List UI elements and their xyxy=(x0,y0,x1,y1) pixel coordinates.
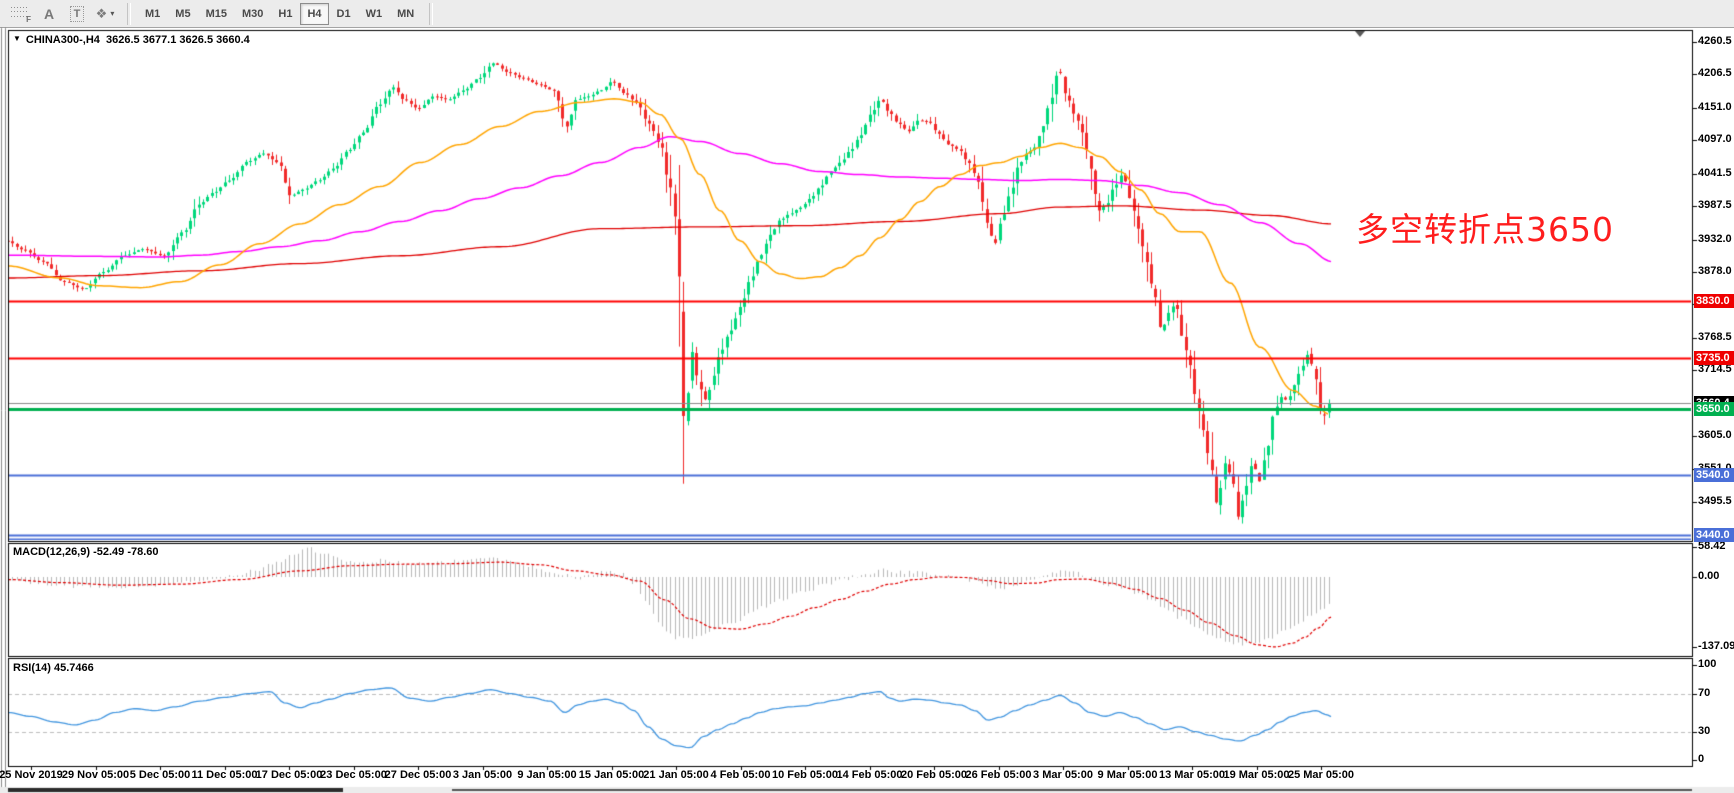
rsi-tick-label: 70 xyxy=(1698,687,1711,699)
price-level-badge: 3650.0 xyxy=(1694,402,1734,416)
time-axis-label: 3 Jan 05:00 xyxy=(452,769,513,781)
time-axis-label: 9 Jan 05:00 xyxy=(517,769,577,781)
symbol-name: CHINA300-,H4 xyxy=(25,34,100,46)
time-axis-label: 25 Nov 2019 xyxy=(0,769,63,781)
price-tick-label: 4206.5 xyxy=(1698,67,1732,79)
time-axis-label: 14 Feb 05:00 xyxy=(836,769,903,781)
time-axis-label: 11 Dec 05:00 xyxy=(191,769,258,781)
macd-tick-label: 58.42 xyxy=(1698,540,1726,552)
price-level-badge: 3735.0 xyxy=(1694,351,1734,365)
macd-indicator-label: MACD(12,26,9) -52.49 -78.60 xyxy=(13,546,159,558)
price-tick-label: 4151.0 xyxy=(1698,101,1732,113)
price-level-badge: 3540.0 xyxy=(1694,468,1734,482)
price-level-badge: 3440.0 xyxy=(1694,528,1734,542)
price-tick-label: 3605.0 xyxy=(1698,429,1732,441)
price-tick-label: 3987.5 xyxy=(1698,199,1732,211)
price-tick-label: 3768.5 xyxy=(1698,331,1732,343)
time-axis-label: 20 Feb 05:00 xyxy=(900,769,968,781)
time-axis-label: 17 Dec 05:00 xyxy=(255,769,323,781)
chart-text-annotation[interactable]: 多空转折点3650 xyxy=(1356,210,1614,249)
time-axis-label: 15 Jan 05:00 xyxy=(578,769,645,781)
rsi-tick-label: 30 xyxy=(1698,725,1711,737)
macd-tick-label: -137.09 xyxy=(1698,640,1734,652)
time-axis-label: 27 Dec 05:00 xyxy=(384,769,452,781)
time-axis-label: 4 Feb 05:00 xyxy=(710,769,771,781)
price-tick-label: 4097.0 xyxy=(1698,133,1732,145)
price-level-badge: 3830.0 xyxy=(1694,294,1734,308)
rsi-tick-label: 100 xyxy=(1698,658,1717,670)
time-axis-label: 23 Dec 05:00 xyxy=(320,769,387,781)
price-tick-label: 4260.5 xyxy=(1698,35,1732,47)
time-axis-label: 29 Nov 05:00 xyxy=(61,769,130,781)
time-axis-label: 26 Feb 05:00 xyxy=(965,769,1032,781)
time-axis-label: 3 Mar 05:00 xyxy=(1033,769,1093,781)
price-tick-label: 4041.5 xyxy=(1698,167,1732,179)
rsi-indicator-label: RSI(14) 45.7466 xyxy=(13,662,94,674)
macd-tick-label: 0.00 xyxy=(1698,570,1720,582)
time-axis-label: 5 Dec 05:00 xyxy=(129,769,191,781)
symbol-ohlc-line: ▼ CHINA300-,H4 3626.5 3677.1 3626.5 3660.… xyxy=(13,34,250,46)
price-tick-label: 3932.0 xyxy=(1698,233,1732,245)
price-tick-label: 3714.5 xyxy=(1698,363,1732,375)
time-axis-label: 25 Mar 05:00 xyxy=(1287,769,1355,781)
price-tick-label: 3878.0 xyxy=(1698,265,1732,277)
time-axis-label: 10 Feb 05:00 xyxy=(771,769,839,781)
time-axis-label: 21 Jan 05:00 xyxy=(643,769,709,781)
symbol-caret-icon: ▼ xyxy=(13,34,21,43)
rsi-tick-label: 0 xyxy=(1698,753,1705,765)
time-axis-label: 9 Mar 05:00 xyxy=(1097,769,1158,781)
price-tick-label: 3495.5 xyxy=(1698,495,1732,507)
ohlc-values: 3626.5 3677.1 3626.5 3660.4 xyxy=(106,34,250,46)
time-axis-label: 13 Mar 05:00 xyxy=(1158,769,1226,781)
time-axis-label: 19 Mar 05:00 xyxy=(1223,769,1290,781)
